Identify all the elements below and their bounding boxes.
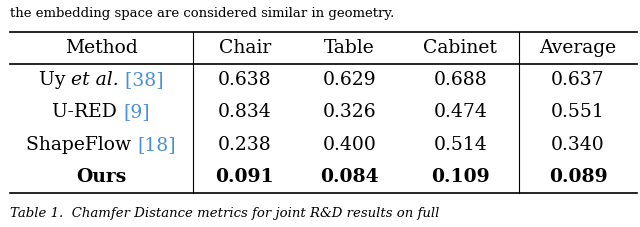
Text: et al.: et al. bbox=[71, 71, 119, 89]
Text: 0.688: 0.688 bbox=[433, 71, 487, 89]
Text: Uy: Uy bbox=[38, 71, 71, 89]
Text: [9]: [9] bbox=[123, 103, 150, 121]
Text: 0.326: 0.326 bbox=[323, 103, 376, 121]
Text: 0.109: 0.109 bbox=[431, 168, 490, 186]
Text: U-RED: U-RED bbox=[52, 103, 123, 121]
Text: ShapeFlow: ShapeFlow bbox=[26, 136, 137, 154]
Text: 0.474: 0.474 bbox=[433, 103, 487, 121]
Text: Table 1.  Chamfer Distance metrics for joint R&D results on full: Table 1. Chamfer Distance metrics for jo… bbox=[10, 207, 439, 220]
Text: 0.084: 0.084 bbox=[320, 168, 379, 186]
Text: Ours: Ours bbox=[76, 168, 126, 186]
Text: 0.637: 0.637 bbox=[551, 71, 605, 89]
Text: 0.091: 0.091 bbox=[216, 168, 274, 186]
Text: Method: Method bbox=[65, 39, 138, 57]
Text: 0.834: 0.834 bbox=[218, 103, 271, 121]
Text: Chair: Chair bbox=[219, 39, 271, 57]
Text: [18]: [18] bbox=[137, 136, 176, 154]
Text: 0.340: 0.340 bbox=[551, 136, 605, 154]
Text: the embedding space are considered similar in geometry.: the embedding space are considered simil… bbox=[10, 7, 394, 20]
Text: Average: Average bbox=[540, 39, 616, 57]
Text: Cabinet: Cabinet bbox=[424, 39, 497, 57]
Text: 0.514: 0.514 bbox=[433, 136, 487, 154]
Text: 0.089: 0.089 bbox=[548, 168, 607, 186]
Text: 0.551: 0.551 bbox=[551, 103, 605, 121]
Text: [38]: [38] bbox=[119, 71, 163, 89]
Text: 0.629: 0.629 bbox=[323, 71, 376, 89]
Text: 0.238: 0.238 bbox=[218, 136, 271, 154]
Text: 0.638: 0.638 bbox=[218, 71, 271, 89]
Text: 0.400: 0.400 bbox=[323, 136, 376, 154]
Text: Table: Table bbox=[324, 39, 374, 57]
